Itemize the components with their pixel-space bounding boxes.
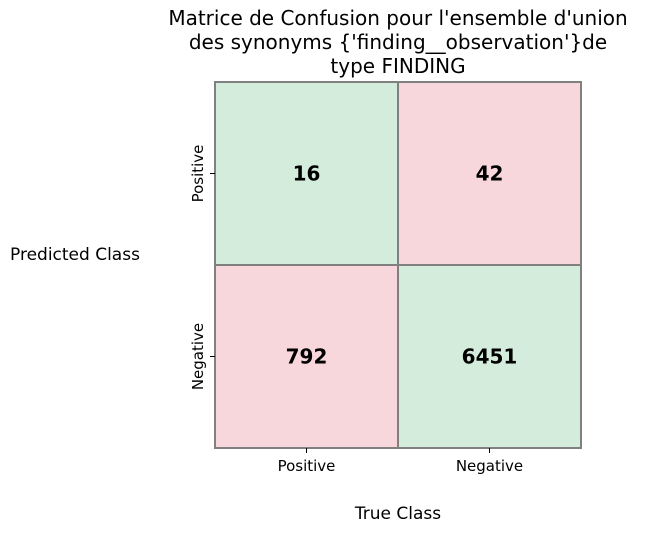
matrix-cell-1-1	[397, 264, 582, 449]
title-line-1: Matrice de Confusion pour l'ensemble d'u…	[168, 6, 627, 30]
y-tick-label-1: Negative	[189, 323, 207, 390]
heatmap-cells: 16 42 792 6451	[214, 81, 582, 449]
y-tick-label-0: Positive	[189, 145, 207, 203]
chart-title: Matrice de Confusion pour l'ensemble d'u…	[168, 6, 627, 78]
x-tick-label-1: Negative	[456, 457, 523, 475]
matrix-cell-1-0	[214, 264, 399, 449]
cell-value-0-0: 16	[293, 162, 321, 186]
x-tick-label-0: Positive	[278, 457, 336, 475]
cell-value-1-1: 6451	[462, 345, 518, 369]
matrix-cell-0-1	[397, 81, 582, 266]
matrix-cell-0-0	[214, 81, 399, 266]
title-line-3: type FINDING	[330, 54, 465, 78]
title-line-2: des synonyms {'finding__observation'}de	[189, 30, 607, 54]
cell-value-1-0: 792	[286, 345, 328, 369]
x-axis-label: True Class	[354, 504, 441, 524]
axis-ticks: Positive Negative Positive Negative	[189, 145, 523, 475]
cell-value-0-1: 42	[476, 162, 504, 186]
matrix-frame	[214, 81, 582, 449]
y-axis-label: Predicted Class	[10, 245, 140, 265]
